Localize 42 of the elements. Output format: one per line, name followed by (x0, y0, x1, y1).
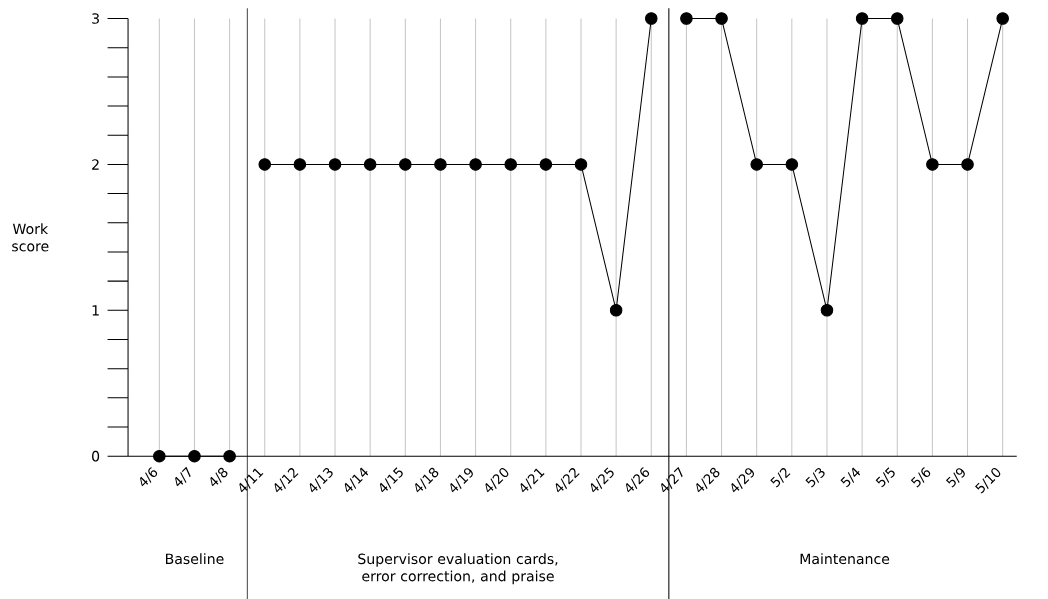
point (328, 157, 342, 171)
point (469, 157, 482, 171)
point (399, 157, 412, 171)
point (961, 157, 974, 171)
y-tick-label: 2 (92, 158, 99, 170)
point (574, 157, 588, 171)
point (363, 157, 377, 171)
text: Baseline (166, 553, 224, 564)
x-tick-label: 4/6 (140, 467, 158, 486)
point (855, 12, 869, 25)
x-tick-label: 5/4 (840, 467, 861, 488)
point (996, 12, 1009, 25)
point (504, 157, 517, 171)
x-tick-label: 5/3 (805, 467, 825, 488)
point (293, 157, 307, 171)
point (820, 303, 834, 317)
text: Maintenance (800, 553, 890, 564)
point (785, 157, 799, 171)
point (434, 157, 447, 171)
x-tick-label: 4/8 (210, 467, 228, 486)
y-axis-title: Work score (12, 223, 49, 252)
point (539, 157, 553, 171)
x-tick-label: 5/2 (770, 467, 791, 488)
point (609, 303, 623, 317)
x-tick-label: 5/6 (910, 467, 931, 488)
x-tick-label: 4/7 (175, 466, 191, 486)
point (750, 157, 763, 171)
y-tick-label: 0 (92, 450, 100, 462)
point (258, 157, 272, 171)
point (715, 12, 728, 25)
text: Supervisor evaluation cards, error correction, and praise (358, 553, 558, 584)
x-tick-label: 5/5 (875, 467, 895, 488)
y-tick-label: 3 (92, 13, 99, 24)
point (153, 449, 166, 463)
point (223, 449, 236, 463)
point (926, 157, 939, 171)
point (890, 12, 904, 25)
x-tick-label: 5/9 (945, 467, 965, 488)
point (680, 12, 693, 25)
point (645, 12, 658, 25)
y-tick-label: 1 (92, 304, 99, 316)
point (188, 449, 201, 463)
